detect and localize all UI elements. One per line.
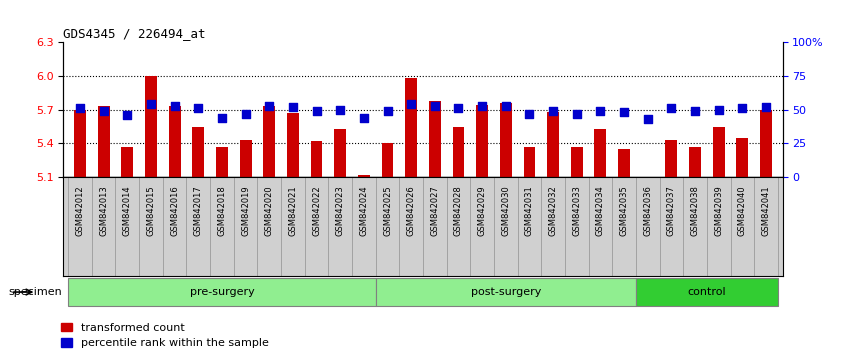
Point [404, 102, 418, 107]
Bar [500, 103, 512, 177]
Text: GSM842026: GSM842026 [407, 185, 415, 236]
Legend: transformed count, percentile rank within the sample: transformed count, percentile rank withi… [61, 322, 268, 348]
Text: GDS4345 / 226494_at: GDS4345 / 226494_at [63, 27, 206, 40]
Text: GSM842020: GSM842020 [265, 185, 274, 235]
Bar [476, 105, 488, 177]
Text: GSM842041: GSM842041 [761, 185, 771, 235]
Bar [168, 106, 180, 177]
Text: GSM842039: GSM842039 [714, 185, 723, 236]
Text: GSM842017: GSM842017 [194, 185, 203, 236]
Text: GSM842024: GSM842024 [360, 185, 368, 235]
Bar [736, 138, 748, 177]
Bar [287, 113, 299, 177]
Text: GSM842038: GSM842038 [690, 185, 700, 236]
Point [594, 108, 607, 114]
Point [191, 105, 205, 111]
Text: pre-surgery: pre-surgery [190, 287, 255, 297]
Point [428, 103, 442, 109]
Text: GSM842022: GSM842022 [312, 185, 321, 235]
Bar [145, 76, 157, 177]
Bar [547, 112, 559, 177]
Point [523, 111, 536, 116]
Text: GSM842014: GSM842014 [123, 185, 132, 235]
Bar [98, 106, 110, 177]
Bar [334, 129, 346, 177]
Bar [405, 78, 417, 177]
Text: specimen: specimen [8, 287, 63, 297]
Bar [74, 110, 86, 177]
Point [239, 111, 252, 116]
Text: GSM842015: GSM842015 [146, 185, 156, 235]
Point [120, 112, 134, 118]
Text: GSM842013: GSM842013 [99, 185, 108, 236]
Text: GSM842030: GSM842030 [502, 185, 510, 236]
Text: GSM842012: GSM842012 [75, 185, 85, 235]
Text: GSM842040: GSM842040 [738, 185, 747, 235]
Text: GSM842029: GSM842029 [478, 185, 486, 235]
Point [168, 103, 181, 109]
FancyBboxPatch shape [636, 278, 777, 307]
Point [499, 103, 513, 109]
Point [689, 108, 702, 114]
Point [618, 110, 631, 115]
Point [712, 107, 726, 113]
Text: GSM842027: GSM842027 [431, 185, 439, 236]
Text: GSM842035: GSM842035 [619, 185, 629, 236]
Point [452, 105, 465, 111]
FancyBboxPatch shape [376, 278, 636, 307]
Text: GSM842025: GSM842025 [383, 185, 392, 235]
Text: control: control [688, 287, 726, 297]
Bar [239, 140, 251, 177]
Point [475, 103, 489, 109]
Bar [760, 110, 772, 177]
Point [381, 108, 394, 114]
Bar [382, 143, 393, 177]
Point [97, 108, 111, 114]
FancyBboxPatch shape [69, 278, 376, 307]
Text: GSM842032: GSM842032 [548, 185, 558, 236]
Point [570, 111, 584, 116]
Bar [453, 126, 464, 177]
Bar [263, 106, 275, 177]
Text: GSM842021: GSM842021 [288, 185, 298, 235]
Bar [216, 147, 228, 177]
Bar [666, 140, 678, 177]
Bar [595, 129, 607, 177]
Bar [358, 175, 370, 177]
Text: GSM842034: GSM842034 [596, 185, 605, 236]
Bar [524, 147, 536, 177]
Bar [122, 147, 133, 177]
Point [735, 105, 749, 111]
Point [759, 104, 772, 110]
Bar [192, 126, 204, 177]
Bar [571, 147, 583, 177]
Text: GSM842037: GSM842037 [667, 185, 676, 236]
Point [74, 105, 87, 111]
Bar [689, 147, 701, 177]
Point [357, 115, 371, 121]
Text: GSM842028: GSM842028 [454, 185, 463, 236]
Point [144, 102, 157, 107]
Bar [618, 149, 630, 177]
Bar [429, 101, 441, 177]
Point [310, 108, 323, 114]
Text: GSM842031: GSM842031 [525, 185, 534, 236]
Bar [713, 126, 724, 177]
Point [262, 103, 276, 109]
Text: GSM842016: GSM842016 [170, 185, 179, 236]
Text: GSM842018: GSM842018 [217, 185, 227, 236]
Point [333, 107, 347, 113]
Point [665, 105, 678, 111]
Text: GSM842033: GSM842033 [572, 185, 581, 236]
Point [547, 108, 560, 114]
Point [641, 116, 655, 122]
Point [215, 115, 228, 121]
Text: GSM842036: GSM842036 [643, 185, 652, 236]
Text: post-surgery: post-surgery [470, 287, 541, 297]
Bar [310, 141, 322, 177]
Point [286, 104, 299, 110]
Text: GSM842019: GSM842019 [241, 185, 250, 235]
Text: GSM842023: GSM842023 [336, 185, 344, 236]
